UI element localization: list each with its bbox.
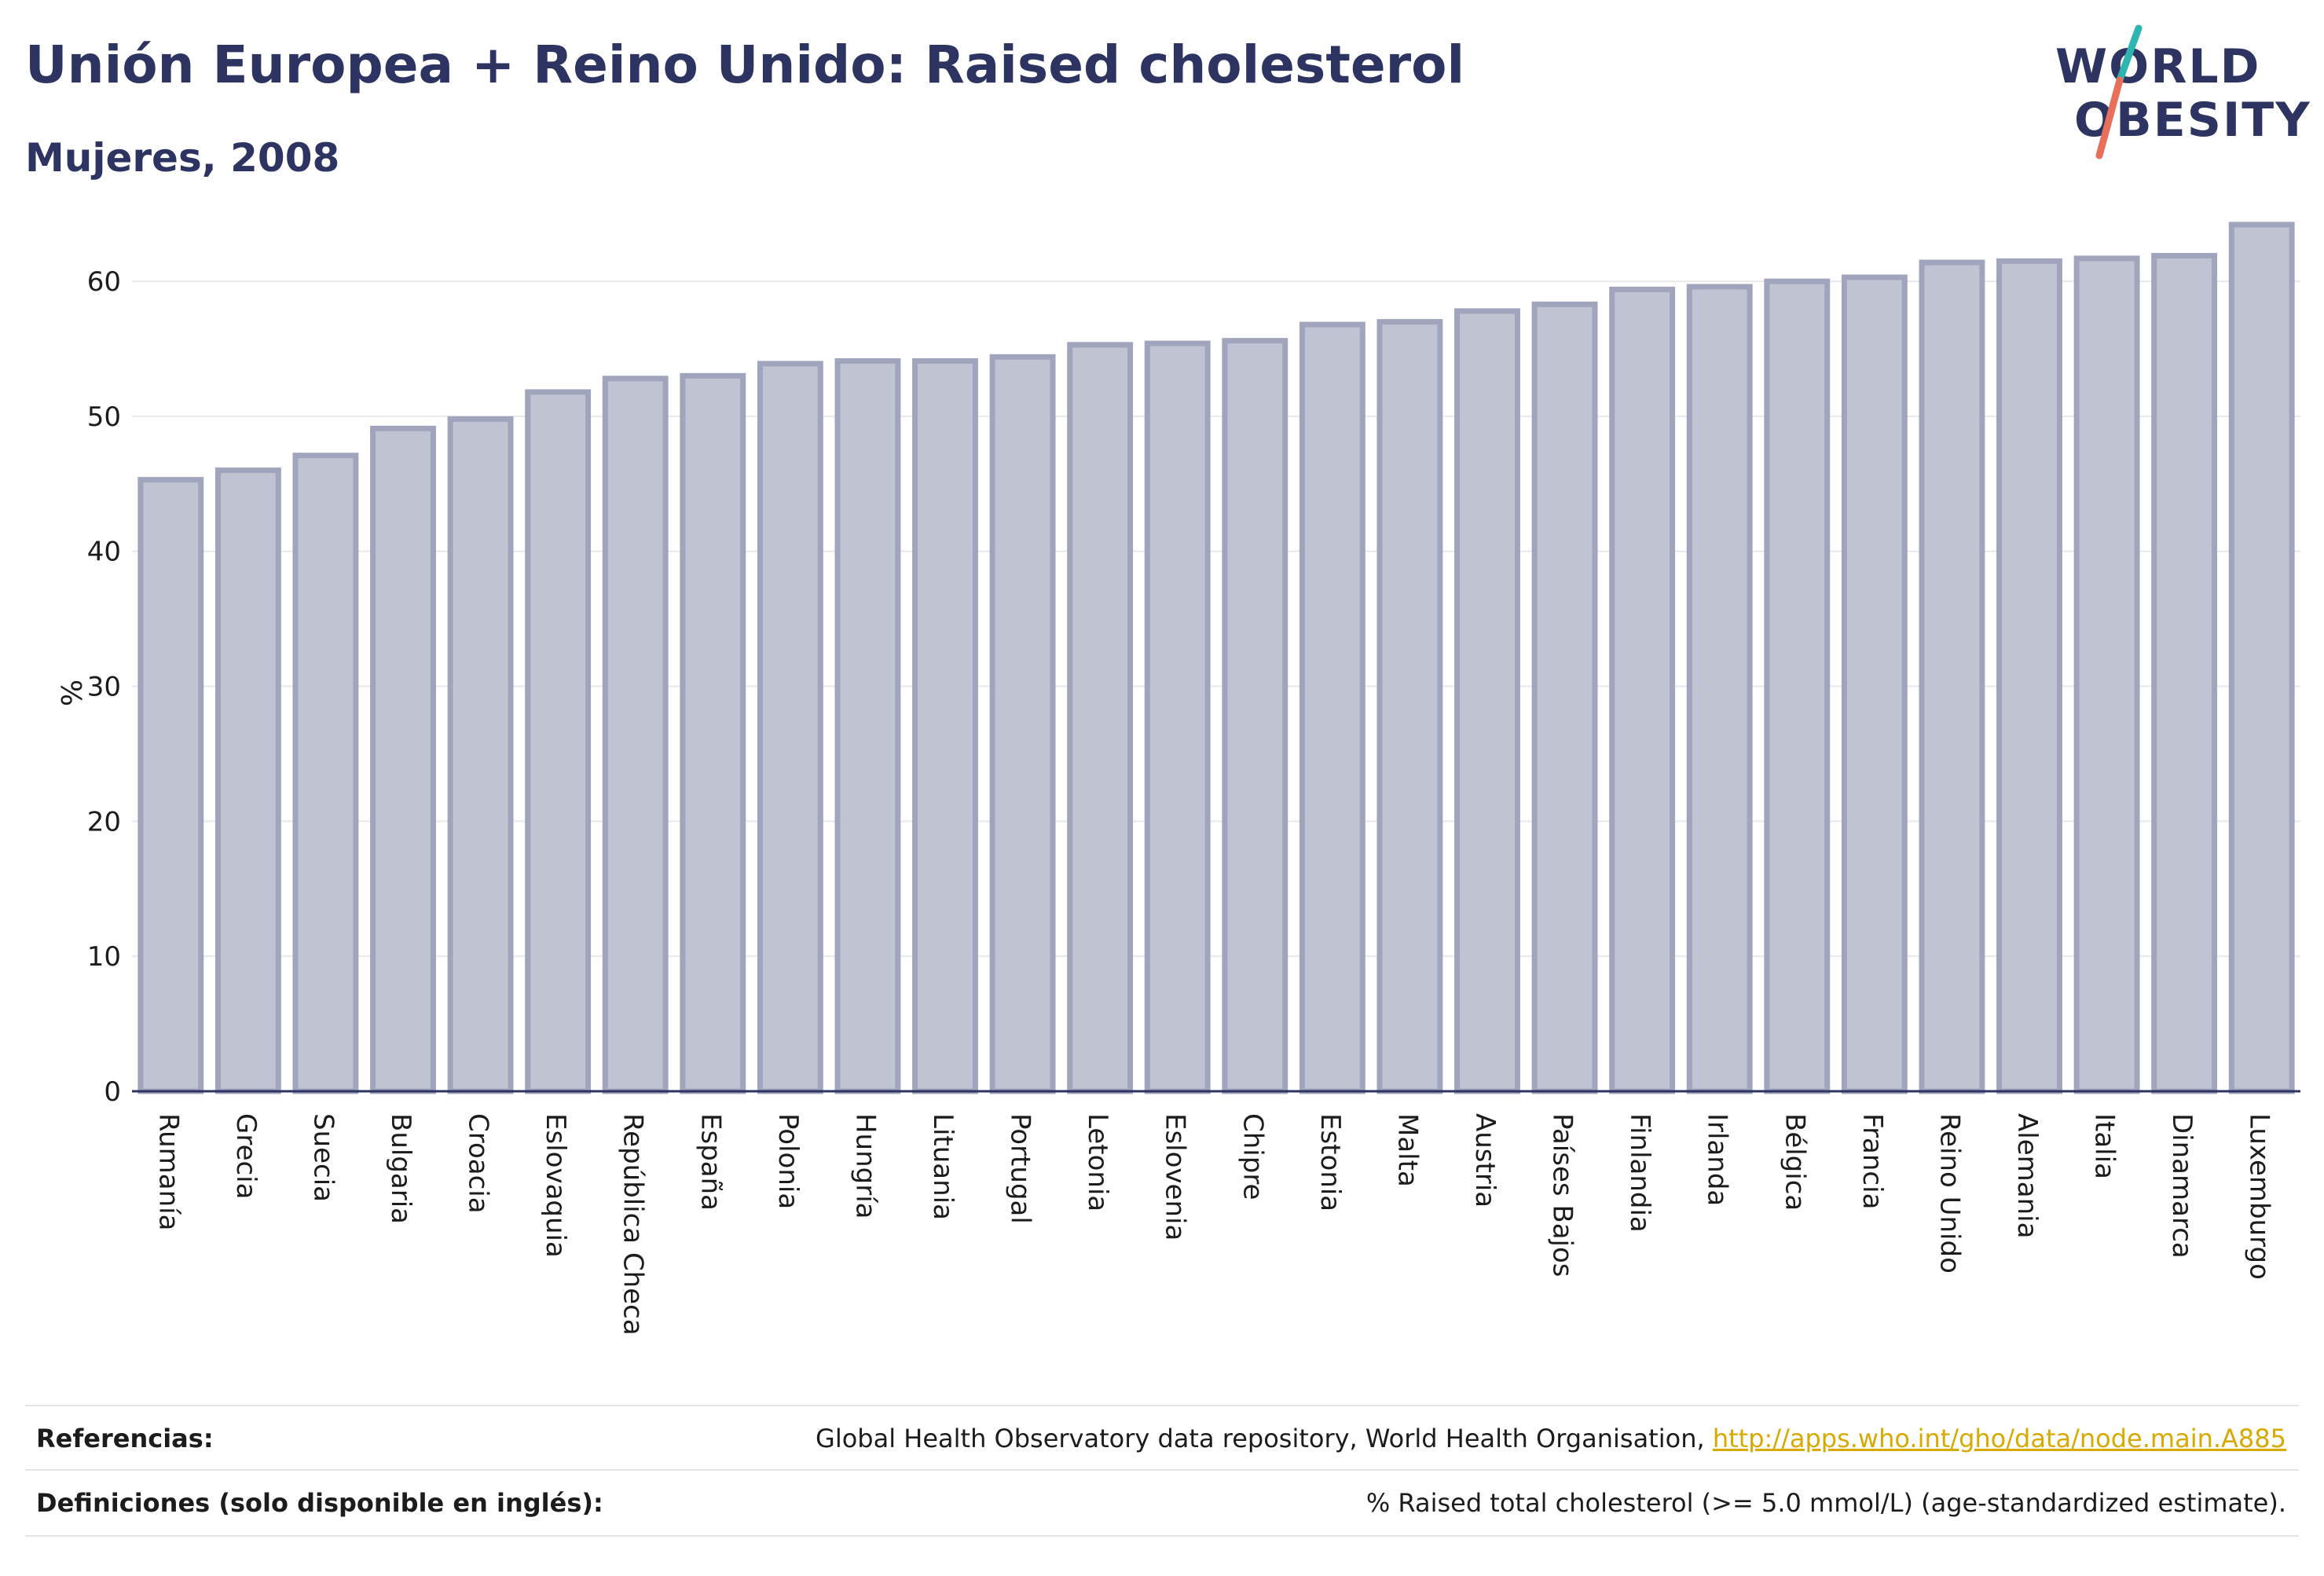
x-tick-label: Bélgica <box>1779 1113 1810 1211</box>
x-tick-label: Chipre <box>1237 1113 1268 1200</box>
x-tick-label: Portugal <box>1005 1113 1036 1224</box>
bar-Austria[interactable] <box>1454 308 1520 1094</box>
bar-Países Bajos[interactable] <box>1531 301 1598 1094</box>
y-tick-label: 60 <box>87 266 121 298</box>
bar-Reino Unido[interactable] <box>1919 259 1985 1094</box>
bar-Dinamarca[interactable] <box>2151 252 2218 1094</box>
bar-Chipre[interactable] <box>1222 338 1288 1094</box>
y-tick-label: 50 <box>87 401 121 433</box>
y-axis-label: % <box>54 680 86 706</box>
x-tick-label: Luxemburgo <box>2244 1113 2275 1280</box>
bar-Rumanía[interactable] <box>137 477 204 1094</box>
references-link[interactable]: http://apps.who.int/gho/data/node.main.A… <box>1712 1424 2286 1453</box>
bar-Suecia[interactable] <box>292 453 359 1094</box>
bar-Finlandia[interactable] <box>1609 286 1676 1094</box>
x-tick-label: Francia <box>1857 1113 1888 1209</box>
definitions-row: Definiciones (solo disponible en inglés)… <box>25 1469 2299 1537</box>
bar-España[interactable] <box>680 372 746 1094</box>
x-tick-label: Malta <box>1391 1113 1423 1187</box>
bar-Luxemburgo[interactable] <box>2228 222 2295 1094</box>
x-tick-label: Países Bajos <box>1547 1113 1578 1277</box>
y-tick-label: 10 <box>87 941 121 973</box>
x-tick-label: Estonia <box>1314 1113 1346 1211</box>
bar-Lituania[interactable] <box>912 357 978 1094</box>
bar-chart: 0 10 20 30 40 50 60 Rumanía Grecia Suecia Bulgari… <box>54 222 2300 1336</box>
x-tick-label: Eslovaquia <box>540 1113 571 1258</box>
x-tick-label: España <box>695 1113 726 1211</box>
bar-Grecia[interactable] <box>214 467 281 1094</box>
x-tick-label: Dinamarca <box>2166 1113 2198 1259</box>
x-tick-label: Eslovenia <box>1160 1113 1191 1241</box>
bar-Irlanda[interactable] <box>1686 284 1753 1094</box>
y-tick-label: 30 <box>87 672 121 703</box>
bar-Portugal[interactable] <box>989 354 1056 1094</box>
bar-Eslovenia[interactable] <box>1144 340 1211 1094</box>
x-tick-label: Suecia <box>307 1113 339 1202</box>
references-label: Referencias: <box>36 1424 214 1453</box>
x-tick-label: Alemania <box>2011 1113 2043 1238</box>
x-tick-label: Italia <box>2089 1113 2121 1179</box>
x-tick-label: Grecia <box>230 1113 262 1199</box>
x-tick-label: Hungría <box>849 1113 881 1219</box>
chart-title: Unión Europea + Reino Unido: Raised chol… <box>25 35 1465 95</box>
bar-Hungría[interactable] <box>834 357 901 1094</box>
bar-Eslovaquia[interactable] <box>525 389 592 1094</box>
bar-Italia[interactable] <box>2073 255 2140 1094</box>
x-tick-label: República Checa <box>618 1113 649 1336</box>
y-tick-label: 20 <box>87 806 121 837</box>
y-tick-label: 0 <box>104 1076 121 1108</box>
x-tick-label: Austria <box>1469 1113 1501 1208</box>
bar-Bulgaria[interactable] <box>370 425 436 1094</box>
bars <box>137 222 2295 1094</box>
bar-Francia[interactable] <box>1841 274 1908 1094</box>
definitions-value: % Raised total cholesterol (>= 5.0 mmol/… <box>1365 1488 2286 1518</box>
bar-Malta[interactable] <box>1376 319 1443 1094</box>
bar-Estonia[interactable] <box>1299 321 1365 1094</box>
y-tick-label: 40 <box>87 537 121 568</box>
y-axis-ticks: 0 10 20 30 40 50 60 <box>87 266 121 1108</box>
world-obesity-logo[interactable]: WORLD OBESITY <box>2043 22 2310 171</box>
chart-subtitle: Mujeres, 2008 <box>25 135 340 181</box>
x-tick-label: Polonia <box>772 1113 804 1209</box>
references-value: Global Health Observatory data repositor… <box>816 1424 2299 1453</box>
logo-slash-icon <box>2095 24 2143 159</box>
x-tick-label: Letonia <box>1082 1113 1113 1211</box>
references-row: Referencias: Global Health Observatory d… <box>25 1405 2299 1471</box>
x-tick-label: Bulgaria <box>385 1113 416 1224</box>
x-axis-labels: Rumanía Grecia Suecia Bulgaria Croacia Eslova… <box>152 1113 2275 1336</box>
bar-Letonia[interactable] <box>1067 342 1134 1094</box>
references-text: Global Health Observatory data repositor… <box>816 1424 1713 1453</box>
bar-Polonia[interactable] <box>757 361 823 1094</box>
bar-Alemania[interactable] <box>1996 258 2062 1094</box>
bar-República Checa[interactable] <box>602 376 669 1094</box>
definitions-label: Definiciones (solo disponible en inglés)… <box>36 1488 603 1518</box>
x-tick-label: Irlanda <box>1702 1113 1733 1206</box>
bar-Croacia[interactable] <box>447 416 514 1094</box>
x-tick-label: Rumanía <box>152 1113 184 1230</box>
x-tick-label: Croacia <box>463 1113 494 1214</box>
logo-text-world: WORLD <box>2055 39 2261 94</box>
x-tick-label: Lituania <box>927 1113 959 1220</box>
x-tick-label: Reino Unido <box>1934 1113 1965 1274</box>
x-tick-label: Finlandia <box>1624 1113 1655 1233</box>
bar-Bélgica[interactable] <box>1764 278 1831 1094</box>
